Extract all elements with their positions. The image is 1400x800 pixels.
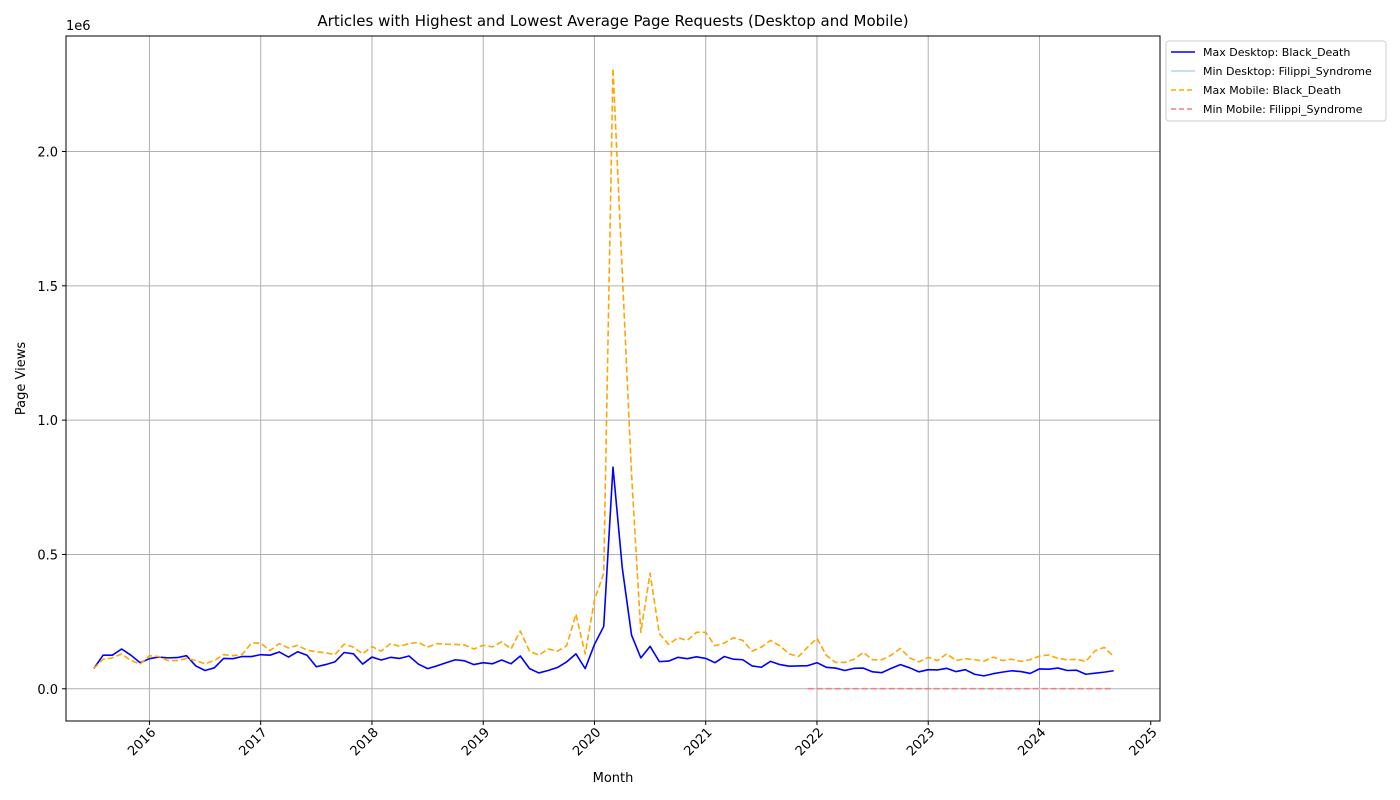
grid-lines [66,36,1160,721]
series-lines [93,67,1115,690]
series-line-2 [93,67,1115,670]
y-axis-title: Page Views [14,342,29,415]
x-tick-label: 2024 [1015,725,1049,759]
x-tick-label: 2016 [125,725,159,759]
legend-label-2: Max Mobile: Black_Death [1203,84,1341,97]
y-offset-label: 1e6 [66,19,91,34]
legend: Max Desktop: Black_Death Min Desktop: Fil… [1165,40,1387,122]
y-tick-label: 1.0 [37,414,58,429]
chart-title: Articles with Highest and Lowest Average… [317,12,908,30]
y-tick-label: 0.5 [37,548,58,563]
legend-label-1: Min Desktop: Filippi_Syndrome [1203,65,1372,78]
x-axis-title: Month [593,771,634,786]
x-tick-label: 2018 [348,725,382,759]
x-tick-label: 2023 [904,725,938,759]
x-tick-label: 2020 [570,725,604,759]
legend-label-0: Max Desktop: Black_Death [1203,46,1350,59]
legend-label-3: Min Mobile: Filippi_Syndrome [1203,103,1363,116]
x-tick-label: 2021 [682,725,716,759]
y-tick-label: 1.5 [37,280,58,295]
series-line-0 [93,466,1114,677]
axis-ticks: 2016 2017 2018 2019 2020 2021 2022 2023 2024 2025… [37,146,1160,760]
y-tick-label: 0.0 [37,683,58,698]
x-tick-label: 2019 [459,725,493,759]
x-tick-label: 2017 [237,725,271,759]
legend-box [1165,40,1387,122]
x-tick-label: 2022 [793,725,827,759]
y-tick-label: 2.0 [37,146,58,161]
plot-area-frame [65,35,1161,722]
x-tick-label: 2025 [1127,725,1161,759]
